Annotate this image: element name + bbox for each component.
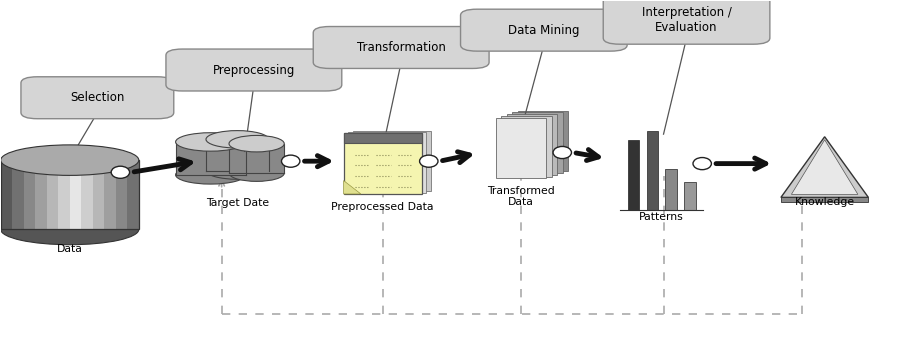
Bar [512, 112, 562, 173]
Ellipse shape [420, 155, 438, 167]
Bar [47, 160, 59, 229]
Ellipse shape [281, 155, 300, 167]
Bar [175, 142, 245, 175]
Text: Data: Data [57, 244, 83, 254]
Bar [12, 160, 25, 229]
Bar [344, 133, 422, 194]
Bar [81, 160, 94, 229]
FancyBboxPatch shape [461, 9, 627, 51]
FancyBboxPatch shape [166, 49, 342, 91]
Bar [344, 133, 422, 143]
Ellipse shape [206, 130, 268, 148]
Bar [93, 160, 105, 229]
Text: Preprocessing: Preprocessing [213, 64, 295, 77]
Bar [646, 130, 658, 211]
FancyBboxPatch shape [313, 26, 489, 69]
Bar [35, 160, 48, 229]
Bar [58, 160, 71, 229]
Bar [628, 140, 639, 211]
Text: Target Date: Target Date [206, 198, 269, 208]
Text: Transformed
Data: Transformed Data [487, 186, 555, 207]
Ellipse shape [175, 133, 245, 151]
Ellipse shape [229, 135, 284, 152]
Bar [116, 160, 128, 229]
Ellipse shape [112, 166, 130, 178]
Bar [495, 118, 546, 178]
Text: Knowledge: Knowledge [795, 197, 855, 207]
Bar [1, 160, 139, 229]
Bar [501, 116, 551, 176]
Bar [349, 132, 427, 192]
Bar [70, 160, 82, 229]
FancyBboxPatch shape [603, 0, 770, 44]
Bar [353, 130, 431, 191]
Bar [506, 114, 557, 175]
Bar [666, 169, 677, 211]
Bar [206, 139, 268, 171]
Polygon shape [781, 137, 869, 197]
Text: Data Mining: Data Mining [508, 24, 580, 37]
Text: Selection: Selection [70, 91, 124, 104]
Bar [781, 197, 869, 202]
Bar [517, 111, 568, 172]
Text: Transformation: Transformation [357, 41, 445, 54]
Polygon shape [791, 140, 857, 195]
Bar [229, 144, 284, 173]
Bar [127, 160, 140, 229]
FancyBboxPatch shape [21, 77, 173, 119]
Ellipse shape [206, 162, 268, 179]
Text: Preprocessed Data: Preprocessed Data [332, 202, 434, 212]
Bar [104, 160, 117, 229]
Text: Interpretation /
Evaluation: Interpretation / Evaluation [642, 6, 731, 34]
Ellipse shape [175, 166, 245, 184]
Bar [24, 160, 36, 229]
Ellipse shape [693, 158, 712, 170]
Text: Patterns: Patterns [639, 212, 684, 222]
Ellipse shape [553, 147, 572, 159]
Bar [1, 160, 13, 229]
Ellipse shape [229, 165, 284, 181]
Ellipse shape [1, 145, 139, 175]
Ellipse shape [1, 214, 139, 245]
Polygon shape [344, 181, 361, 194]
Bar [684, 182, 696, 211]
